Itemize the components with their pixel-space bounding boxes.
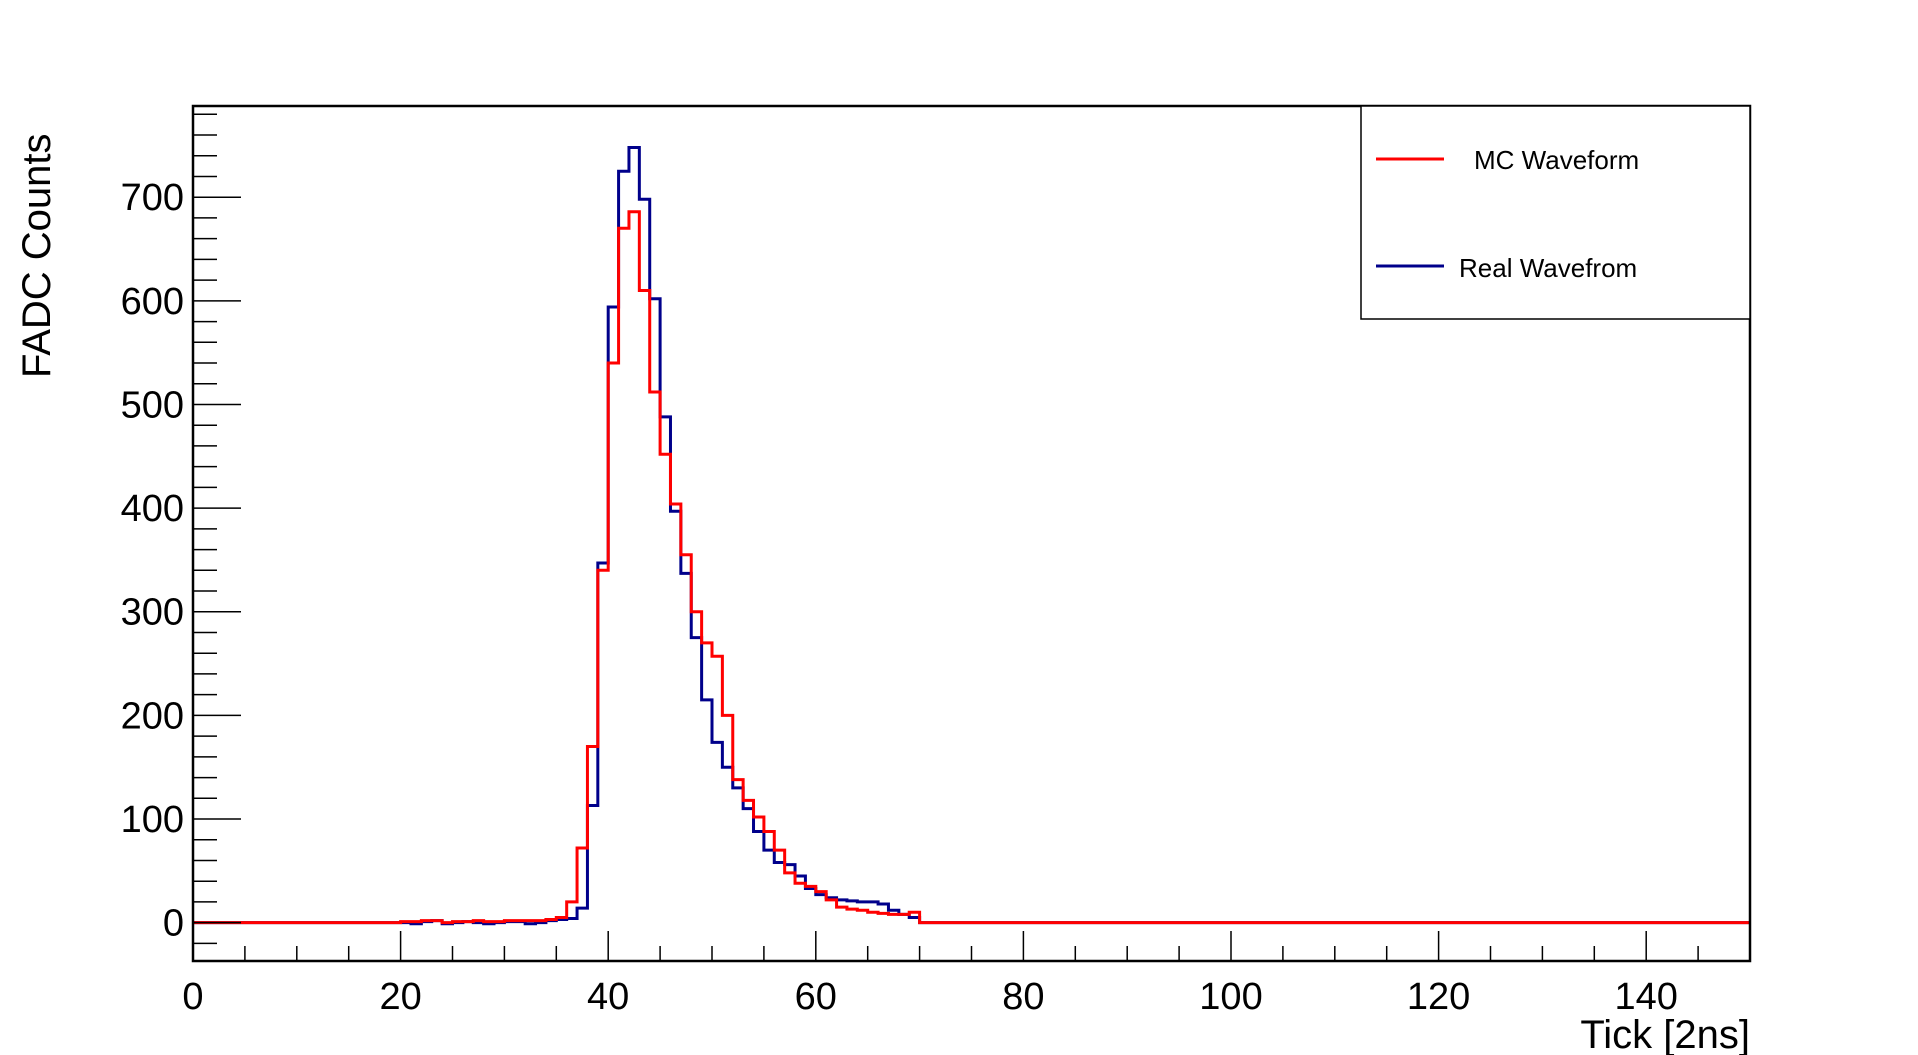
x-tick-label: 120: [1407, 976, 1470, 1018]
y-tick-label: 300: [121, 592, 184, 634]
series-mc-waveform: [193, 210, 1750, 925]
y-tick-label: 100: [121, 799, 184, 841]
x-axis: 0 20 40 60 80 100 120 140: [182, 931, 1751, 1018]
y-tick-label: 0: [163, 903, 184, 945]
x-axis-title: Tick [2ns]: [1580, 1013, 1750, 1055]
legend: MC Waveform Real Wavefrom: [1360, 105, 1751, 320]
legend-box: [1360, 105, 1751, 320]
y-tick-label: 600: [121, 281, 184, 323]
x-tick-label: 0: [182, 976, 203, 1018]
y-axis: 0 100 200 300 400 500 600 700: [121, 113, 241, 945]
y-tick-label: 200: [121, 695, 184, 737]
x-tick-label: 40: [587, 976, 629, 1018]
y-tick-label: 400: [121, 488, 184, 530]
legend-label-real: Real Wavefrom: [1459, 253, 1637, 283]
x-tick-label: 100: [1199, 976, 1262, 1018]
y-axis-title: FADC Counts: [15, 133, 59, 378]
x-tick-label: 80: [1002, 976, 1044, 1018]
y-tick-label: 500: [121, 384, 184, 426]
x-tick-label: 60: [795, 976, 837, 1018]
legend-label-mc: MC Waveform: [1474, 145, 1639, 175]
x-tick-label: 20: [379, 976, 421, 1018]
y-tick-label: 700: [121, 177, 184, 219]
series-layer: [193, 145, 1750, 926]
x-tick-label: 140: [1614, 976, 1677, 1018]
